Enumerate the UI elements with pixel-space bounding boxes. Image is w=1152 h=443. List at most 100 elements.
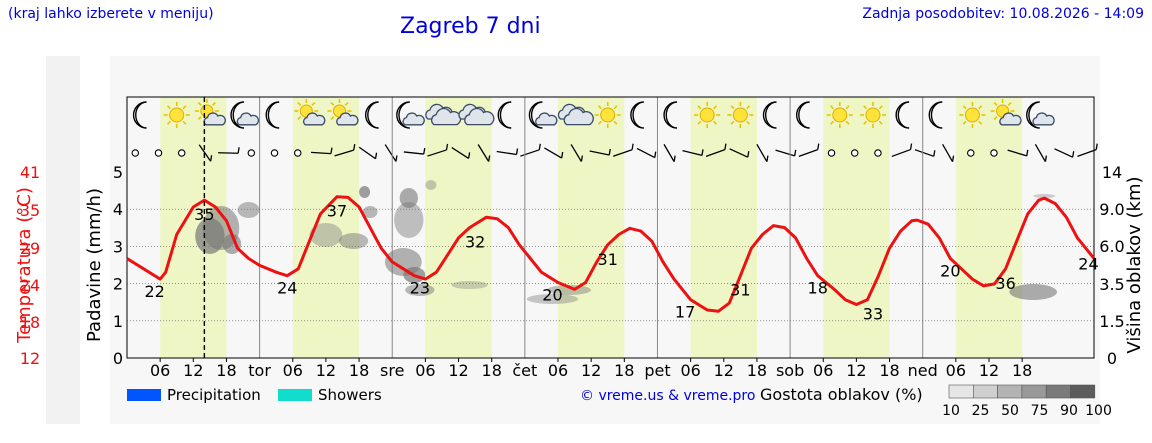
cloud-shape — [535, 112, 558, 126]
hour-tick-label: 18 — [1012, 361, 1032, 380]
temperature-value-label: 23 — [410, 279, 430, 298]
plot-background — [110, 56, 1100, 424]
cloud-height-tick-label: 3.5 — [1099, 275, 1124, 294]
daylight-band — [425, 97, 492, 358]
page-title: Zagreb 7 dni — [400, 14, 541, 39]
wind-barb-feather — [766, 155, 769, 162]
sun-ray — [697, 105, 702, 110]
wind-barb — [756, 144, 768, 162]
wind-barb-feather — [467, 152, 471, 159]
temperature-value-label: 37 — [327, 202, 347, 221]
wind-barb — [942, 144, 954, 162]
temperature-tick-label: 35 — [20, 201, 40, 220]
wind-barb-feather — [580, 155, 584, 162]
cloud-icon — [557, 103, 594, 126]
sun-icon — [826, 102, 853, 128]
wind-barb-feather — [1072, 151, 1075, 158]
hour-tick-label: 06 — [946, 361, 966, 380]
plot-border — [126, 96, 1095, 359]
cloud-density-legend: 10 25 50 75 90 100 — [942, 384, 1112, 419]
cloud-height-tick-label: 0 — [1107, 349, 1117, 368]
sun-disc — [732, 107, 748, 123]
day-abbrev-label: sre — [380, 361, 404, 380]
hour-tick-label: 12 — [979, 361, 999, 380]
sun-ray — [182, 120, 187, 125]
wind-calm-circle — [874, 149, 882, 157]
cloud-icon — [458, 103, 495, 126]
temperature-value-label: 24 — [1078, 255, 1098, 274]
sun-disc — [169, 107, 185, 123]
precipitation-swatch — [127, 389, 161, 401]
sun-ray — [330, 101, 335, 106]
wind-calm-circle — [293, 149, 302, 157]
sun-ray — [730, 120, 735, 125]
wind-barbs-row — [131, 143, 1098, 162]
temperature-value-label: 17 — [675, 303, 695, 322]
sun-icon — [163, 102, 190, 128]
cloud-shape — [303, 112, 326, 126]
cloud-density-blob — [195, 218, 225, 254]
cloud-shape — [402, 112, 425, 126]
cloud-density-blob — [338, 233, 369, 249]
hour-tick-label: 06 — [150, 361, 170, 380]
wind-barb-feather — [673, 155, 676, 162]
moon-cloud-icon — [528, 101, 558, 129]
cloud-height-tick-label: 14 — [1102, 163, 1122, 182]
sun-ray — [962, 120, 967, 125]
cloud-density-blob — [451, 281, 488, 289]
sun-ray — [330, 116, 335, 121]
sun-ray — [730, 105, 735, 110]
density-swatch — [972, 384, 998, 399]
temperature-tick-label: 29 — [20, 239, 40, 258]
cloud-height-tick-label: 9.0 — [1099, 200, 1124, 219]
sun-ray — [197, 101, 202, 106]
daylight-band — [955, 97, 1023, 358]
moon-shape — [497, 101, 512, 129]
hour-tick-label: 18 — [216, 361, 236, 380]
daylight-band — [558, 97, 625, 358]
wind-barb-feather — [330, 147, 333, 154]
temperature-tick-label: 24 — [20, 276, 40, 295]
moon-icon — [928, 101, 943, 129]
wind-barb-feather — [515, 148, 519, 155]
wind-barb-feather — [631, 143, 634, 150]
temperature-value-label: 20 — [542, 286, 562, 305]
day-abbrev-label: tor — [248, 361, 271, 380]
sun-ray — [993, 116, 998, 121]
wind-barb-feather — [538, 143, 541, 150]
wind-barb — [358, 146, 376, 160]
sun-ray — [197, 116, 202, 121]
temperature-series: 22 35 24 37 23 32 20 31 17 31 18 33 20 36 24 — [126, 195, 1099, 324]
wind-barb — [544, 147, 563, 159]
cloud-density-blob — [526, 294, 579, 304]
wind-barb — [1077, 149, 1097, 157]
cloud-height-tick-label: 1.5 — [1099, 312, 1124, 331]
wind-barb — [775, 149, 795, 157]
sun-icon — [859, 102, 886, 128]
precipitation-tick-label: 5 — [113, 163, 123, 182]
wind-barb-feather — [423, 147, 426, 155]
wind-barb-feather — [395, 155, 398, 162]
sun-disc — [865, 107, 881, 123]
wind-barb-feather — [1044, 155, 1048, 162]
left-axis-strip — [46, 56, 80, 424]
sun-cloud-icon — [990, 99, 1022, 126]
day-abbrev-label: ned — [908, 361, 938, 380]
cloud-shape — [999, 112, 1022, 126]
sun-ray — [211, 101, 216, 106]
sun-ray — [863, 105, 868, 110]
wind-barb-feather — [794, 149, 797, 156]
density-step-label: 50 — [1001, 403, 1019, 419]
sun-ray — [878, 120, 883, 125]
sun-ray — [613, 105, 618, 110]
sun-ray — [830, 105, 835, 110]
wind-barb-feather — [817, 143, 820, 150]
hour-tick-label: 06 — [548, 361, 568, 380]
sun-ray — [712, 105, 717, 110]
precipitation-tick-label: 3 — [113, 237, 123, 256]
wind-barb — [798, 148, 818, 158]
legend-precipitation: Precipitation — [127, 386, 261, 404]
sun-ray — [166, 120, 171, 125]
cloud-density-blob — [1009, 284, 1058, 300]
